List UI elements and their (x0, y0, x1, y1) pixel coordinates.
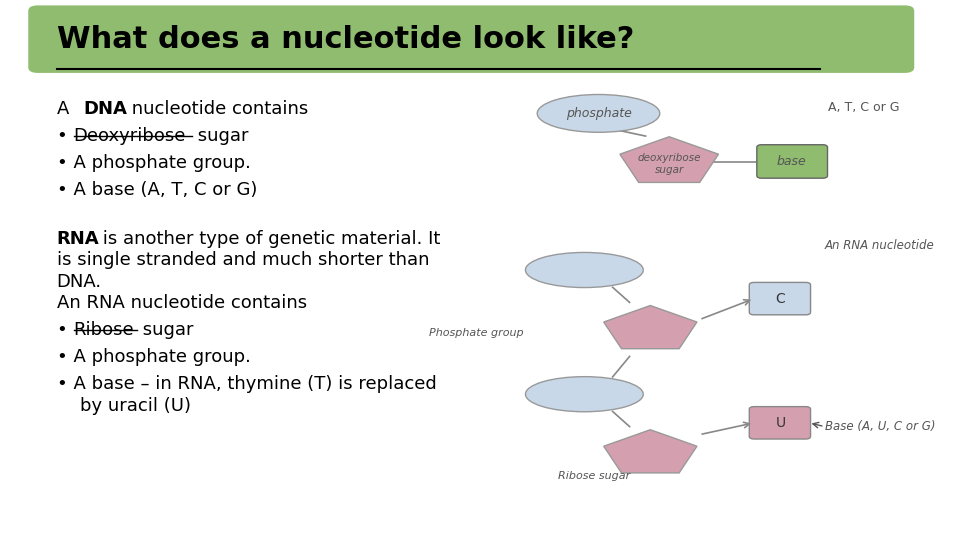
FancyBboxPatch shape (750, 407, 810, 439)
Text: Deoxyribose: Deoxyribose (74, 127, 186, 145)
Text: • A phosphate group.: • A phosphate group. (57, 348, 251, 366)
Ellipse shape (525, 252, 643, 287)
Text: A, T, C or G: A, T, C or G (828, 102, 899, 114)
Text: • A base – in RNA, thymine (T) is replaced: • A base – in RNA, thymine (T) is replac… (57, 375, 436, 393)
Text: sugar: sugar (136, 321, 193, 339)
Text: DNA: DNA (83, 100, 127, 118)
Text: is another type of genetic material. It: is another type of genetic material. It (97, 230, 441, 247)
Text: U: U (776, 416, 785, 430)
Polygon shape (604, 430, 697, 473)
FancyBboxPatch shape (756, 145, 828, 178)
Text: •: • (57, 127, 73, 145)
Polygon shape (620, 137, 718, 183)
Text: C: C (776, 292, 785, 306)
Ellipse shape (538, 94, 660, 132)
Text: An RNA nucleotide: An RNA nucleotide (825, 239, 934, 252)
Ellipse shape (525, 377, 643, 411)
FancyBboxPatch shape (750, 282, 810, 315)
Text: • A phosphate group.: • A phosphate group. (57, 154, 251, 172)
Text: nucleotide contains: nucleotide contains (127, 100, 308, 118)
Text: sugar: sugar (192, 127, 249, 145)
Text: RNA: RNA (57, 230, 99, 247)
Text: base: base (777, 155, 806, 168)
Polygon shape (604, 306, 697, 349)
Text: A: A (57, 100, 75, 118)
Text: is single stranded and much shorter than: is single stranded and much shorter than (57, 251, 429, 269)
FancyBboxPatch shape (28, 5, 914, 73)
Text: by uracil (U): by uracil (U) (80, 397, 191, 415)
Text: •: • (57, 321, 73, 339)
Text: Ribose: Ribose (74, 321, 134, 339)
Text: • A base (A, T, C or G): • A base (A, T, C or G) (57, 181, 257, 199)
Text: An RNA nucleotide contains: An RNA nucleotide contains (57, 294, 306, 312)
Text: Phosphate group: Phosphate group (429, 328, 524, 338)
Text: What does a nucleotide look like?: What does a nucleotide look like? (57, 25, 634, 54)
Text: Base (A, U, C or G): Base (A, U, C or G) (825, 420, 935, 433)
Text: Ribose sugar: Ribose sugar (558, 471, 630, 481)
Text: DNA.: DNA. (57, 273, 102, 291)
Text: phosphate: phosphate (565, 107, 632, 120)
Text: deoxyribose
sugar: deoxyribose sugar (637, 153, 701, 176)
